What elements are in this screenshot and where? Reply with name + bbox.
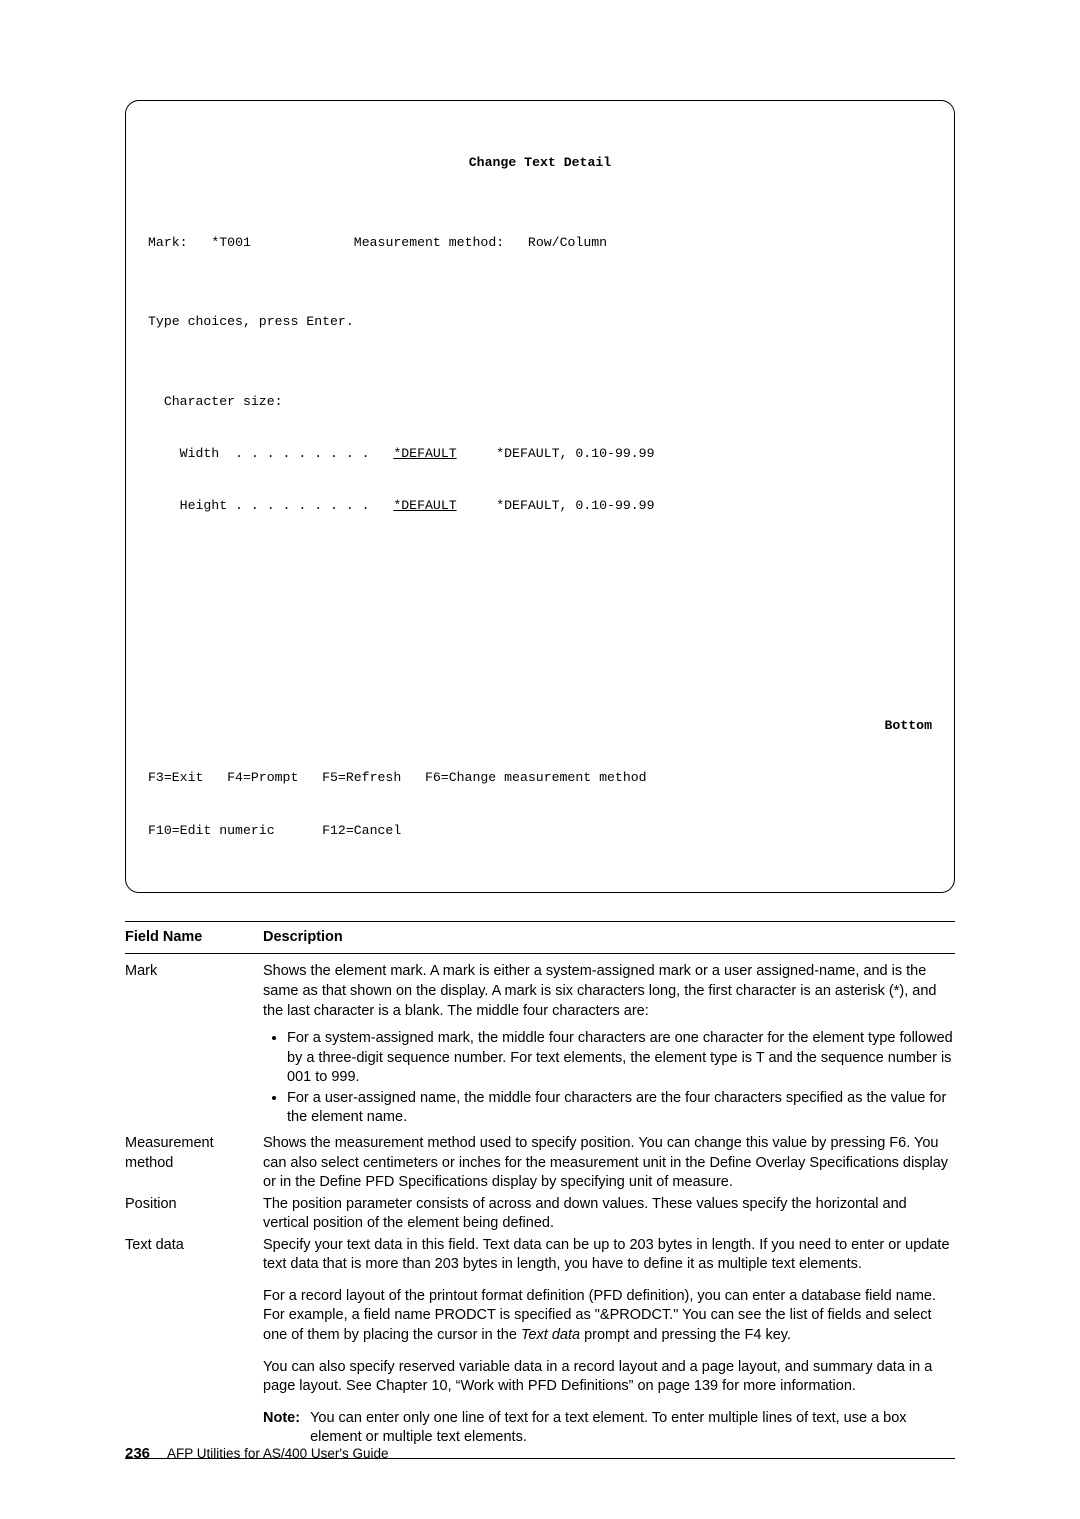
row-position: Position The position parameter consists… bbox=[125, 1193, 955, 1234]
height-value[interactable]: *DEFAULT bbox=[393, 498, 456, 513]
textdata-p2: For a record layout of the printout form… bbox=[263, 1287, 955, 1346]
field-table-body: Mark Shows the element mark. A mark is e… bbox=[125, 954, 955, 1457]
textdata-p2-italic: Text data bbox=[521, 1327, 580, 1343]
screen-instruction: Type choices, press Enter. bbox=[148, 313, 932, 330]
book-title: AFP Utilities for AS/400 User's Guide bbox=[167, 1446, 388, 1461]
height-hint: *DEFAULT, 0.10-99.99 bbox=[496, 498, 654, 513]
mark-list: For a system-assigned mark, the middle f… bbox=[263, 1029, 955, 1128]
field-name-textdata: Text data bbox=[125, 1236, 263, 1448]
screen-title: Change Text Detail bbox=[148, 154, 932, 171]
mark-value: *T001 bbox=[211, 235, 251, 250]
textdata-p2b: prompt and pressing the F4 key. bbox=[580, 1327, 791, 1343]
row-measurement-method: Measurement method Shows the measurement… bbox=[125, 1132, 955, 1193]
mark-label: Mark: bbox=[148, 235, 188, 250]
width-label: Width . . . . . . . . . bbox=[180, 446, 370, 461]
mark-li1: For a system-assigned mark, the middle f… bbox=[287, 1029, 955, 1088]
head-description: Description bbox=[263, 928, 955, 948]
textdata-p3: You can also specify reserved variable d… bbox=[263, 1358, 955, 1397]
row-mark: Mark Shows the element mark. A mark is e… bbox=[125, 960, 955, 1132]
field-desc-mm: Shows the measurement method used to spe… bbox=[263, 1134, 955, 1193]
fkeys-row-2: F10=Edit numeric F12=Cancel bbox=[148, 822, 932, 839]
field-name-mark: Mark bbox=[125, 962, 263, 1132]
head-field-name: Field Name bbox=[125, 928, 263, 948]
mark-p1: Shows the element mark. A mark is either… bbox=[263, 962, 955, 1021]
fkeys-row-1: F3=Exit F4=Prompt F5=Refresh F6=Change m… bbox=[148, 769, 932, 786]
width-row: Width . . . . . . . . . *DEFAULT *DEFAUL… bbox=[148, 445, 932, 462]
note-label: Note: bbox=[263, 1409, 300, 1448]
char-size-heading: Character size: bbox=[148, 393, 932, 410]
note-text: You can enter only one line of text for … bbox=[310, 1409, 955, 1448]
width-hint: *DEFAULT, 0.10-99.99 bbox=[496, 446, 654, 461]
terminal-screen: Change Text Detail Mark: *T001 Measureme… bbox=[125, 100, 955, 893]
mm-value: Row/Column bbox=[528, 235, 607, 250]
field-desc-textdata: Specify your text data in this field. Te… bbox=[263, 1236, 955, 1448]
field-name-mm: Measurement method bbox=[125, 1134, 263, 1193]
textdata-p1: Specify your text data in this field. Te… bbox=[263, 1236, 955, 1275]
mm-label: Measurement method: bbox=[354, 235, 504, 250]
field-desc-position: The position parameter consists of acros… bbox=[263, 1195, 955, 1234]
height-label: Height . . . . . . . . . bbox=[180, 498, 370, 513]
field-name-position: Position bbox=[125, 1195, 263, 1234]
field-table: Field Name Description Mark Shows the el… bbox=[125, 921, 955, 1459]
width-value[interactable]: *DEFAULT bbox=[393, 446, 456, 461]
field-table-head: Field Name Description bbox=[125, 922, 955, 955]
screen-bottom-indicator: Bottom bbox=[148, 717, 932, 734]
row-text-data: Text data Specify your text data in this… bbox=[125, 1234, 955, 1448]
page-root: Change Text Detail Mark: *T001 Measureme… bbox=[0, 0, 1080, 1519]
field-desc-mark: Shows the element mark. A mark is either… bbox=[263, 962, 955, 1132]
screen-mark-row: Mark: *T001 Measurement method: Row/Colu… bbox=[148, 234, 932, 251]
mark-li2: For a user-assigned name, the middle fou… bbox=[287, 1089, 955, 1128]
page-footer: 236 AFP Utilities for AS/400 User's Guid… bbox=[125, 1444, 388, 1464]
textdata-note: Note: You can enter only one line of tex… bbox=[263, 1409, 955, 1448]
height-row: Height . . . . . . . . . *DEFAULT *DEFAU… bbox=[148, 497, 932, 514]
char-size-label: Character size: bbox=[164, 394, 283, 409]
page-number: 236 bbox=[125, 1445, 150, 1462]
